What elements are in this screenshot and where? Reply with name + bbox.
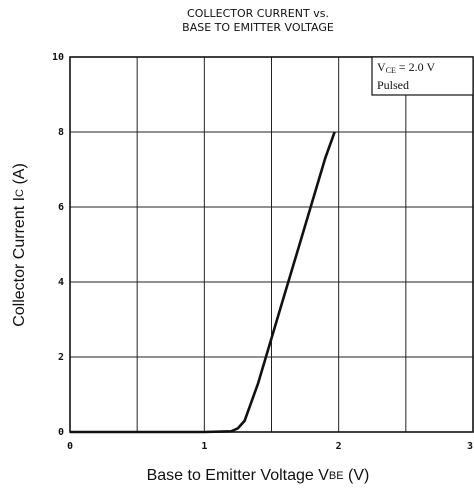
x-label-unit: (V) xyxy=(344,467,370,484)
chart-title: BASE TO EMITTER VOLTAGE xyxy=(182,21,334,34)
x-tick-label: 3 xyxy=(467,441,473,452)
data-line xyxy=(70,131,336,434)
chart-title: COLLECTOR CURRENT vs. xyxy=(187,7,329,20)
y-label-unit: (A) xyxy=(11,163,28,189)
plot-frame xyxy=(69,56,474,433)
y-tick-label: 6 xyxy=(58,202,64,213)
annotation-box xyxy=(371,56,474,96)
y-label-text: Collector Current I xyxy=(11,197,28,327)
annotation-subscript: CE xyxy=(386,66,396,75)
x-label-subscript: BE xyxy=(329,470,344,482)
x-tick-label: 1 xyxy=(201,441,207,452)
annotation: VCE = 2.0 V xyxy=(377,60,435,75)
x-tick-label: 2 xyxy=(336,441,342,452)
y-tick-label: 4 xyxy=(58,277,64,288)
annotation-text: V xyxy=(377,60,386,74)
y-tick-label: 0 xyxy=(58,427,64,438)
annotation-rest: = 2.0 V xyxy=(396,60,436,74)
y-tick-label: 2 xyxy=(58,352,64,363)
y-tick-label: 10 xyxy=(52,52,64,63)
x-label-text: Base to Emitter Voltage V xyxy=(147,467,330,484)
y-axis-label: Collector Current IC (A) xyxy=(11,163,28,327)
annotation: Pulsed xyxy=(377,78,409,92)
y-tick-label: 8 xyxy=(58,127,64,138)
x-axis-label: Base to Emitter Voltage VBE (V) xyxy=(147,467,370,484)
x-tick-label: 0 xyxy=(67,441,73,452)
y-label-subscript: C xyxy=(14,189,26,197)
